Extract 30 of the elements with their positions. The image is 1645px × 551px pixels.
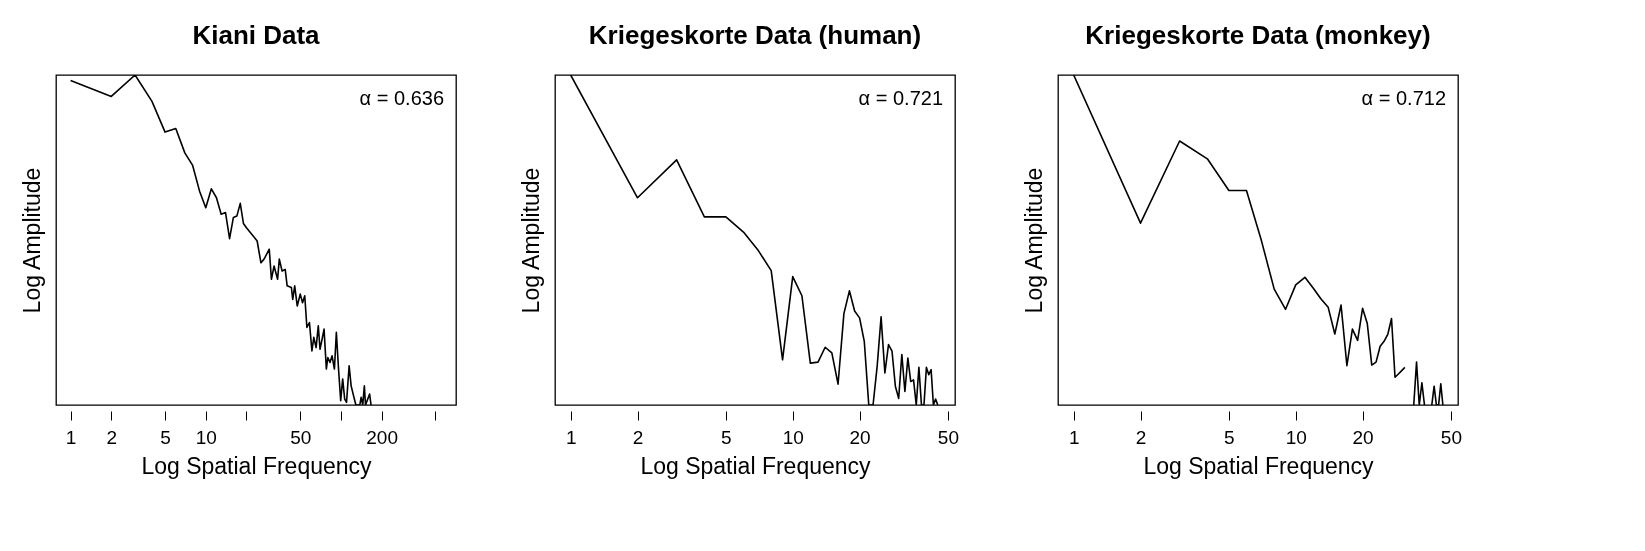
y-axis-title: Log Amplitude — [18, 167, 45, 314]
x-tick-label: 20 — [849, 426, 871, 448]
x-tick-label: 5 — [1224, 426, 1235, 448]
chart-title: Kiani Data — [192, 20, 321, 50]
annotation: α = 0.636 — [359, 87, 444, 109]
x-tick-label: 1 — [1068, 426, 1080, 448]
x-tick-label: 2 — [1135, 426, 1147, 448]
x-tick-label: 200 — [366, 426, 398, 448]
x-axis-title: Log Spatial Frequency — [640, 452, 872, 479]
x-tick-label: 2 — [106, 426, 118, 448]
x-tick-label: 10 — [1285, 426, 1307, 448]
x-tick-label: 5 — [160, 426, 171, 448]
x-tick-label: 1 — [65, 426, 77, 448]
x-tick-label: 5 — [721, 426, 732, 448]
x-tick-label: 50 — [1440, 426, 1463, 448]
x-tick-label: 20 — [1352, 426, 1374, 448]
x-tick-label: 10 — [782, 426, 804, 448]
annotation: α = 0.721 — [858, 87, 943, 109]
x-tick-label: 50 — [290, 426, 312, 448]
x-axis-title: Log Spatial Frequency — [141, 452, 373, 479]
x-tick-label: 10 — [195, 426, 217, 448]
y-axis-title: Log Amplitude — [517, 167, 544, 314]
y-axis-title: Log Amplitude — [1020, 167, 1047, 314]
x-tick-label: 1 — [565, 426, 577, 448]
x-tick-label: 50 — [937, 426, 960, 448]
x-tick-label: 2 — [632, 426, 644, 448]
annotation: α = 0.712 — [1361, 87, 1446, 109]
x-axis-title: Log Spatial Frequency — [1143, 452, 1375, 479]
chart-title: Kriegeskorte Data (human) — [588, 20, 922, 50]
chart-title: Kriegeskorte Data (monkey) — [1085, 20, 1431, 50]
